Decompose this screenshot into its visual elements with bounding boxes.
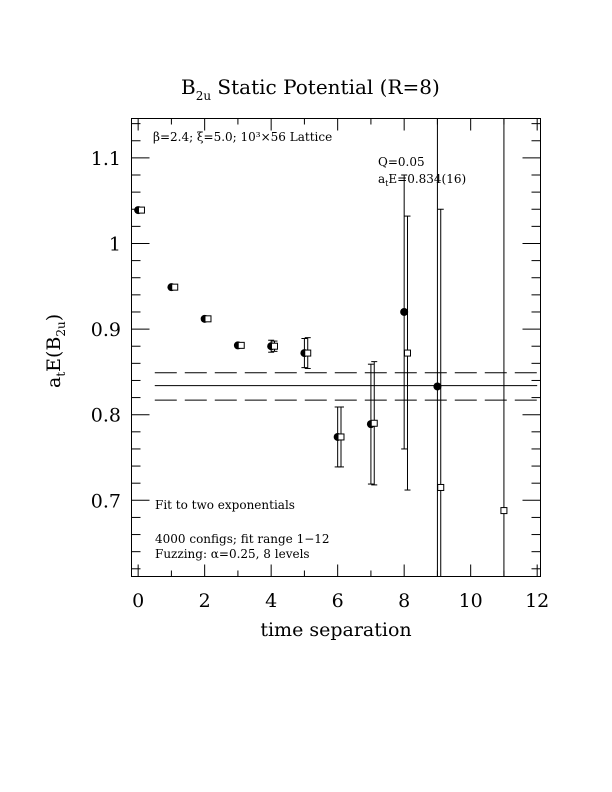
- x-tick-label: 4: [265, 590, 277, 612]
- data-point-square: [500, 507, 508, 515]
- plot-frame: [131, 118, 541, 577]
- x-tick-label: 12: [525, 590, 549, 612]
- data-point-square: [137, 206, 145, 214]
- y-tick-label: 0.7: [91, 490, 121, 512]
- configs-annotation: 4000 configs; fit range 1−12: [155, 532, 330, 546]
- title-subscript: 2u: [196, 89, 212, 103]
- y-axis-label: atE(B2u): [43, 314, 68, 388]
- ylabel-post: ): [43, 314, 65, 321]
- ylabel-pre: a: [43, 377, 65, 388]
- x-tick-label: 10: [459, 590, 483, 612]
- data-point-square: [304, 349, 312, 357]
- y-tick-label: 1: [109, 233, 121, 255]
- data-point-square: [237, 341, 245, 349]
- title-main: B: [181, 75, 196, 99]
- data-point-square: [370, 419, 378, 427]
- fit-lines: [154, 372, 538, 401]
- fuzzing-annotation: Fuzzing: α=0.25, 8 levels: [155, 547, 310, 561]
- y-tick-label: 1.1: [91, 148, 121, 170]
- data-point-circle: [400, 307, 409, 316]
- y-tick-label: 0.9: [91, 319, 121, 341]
- data-point-square: [171, 283, 179, 291]
- data-point-circle: [433, 382, 442, 391]
- ylabel-sub1: t: [54, 372, 68, 377]
- x-tick-label: 0: [132, 590, 144, 612]
- lattice-annotation: β=2.4; ξ=5.0; 10³×56 Lattice: [153, 130, 332, 144]
- x-tick-label: 8: [398, 590, 410, 612]
- energy-annotation: atE=0.834(16): [378, 172, 466, 188]
- energy-sub: t: [385, 179, 389, 188]
- fit-annotation: Fit to two exponentials: [155, 498, 295, 512]
- tick-labels: 0 2 4 6 8 10 12 0.7 0.8 0.9 1 1.1: [91, 148, 549, 612]
- y-tick-label: 0.8: [91, 405, 121, 427]
- title-rest: Static Potential (R=8): [211, 75, 440, 99]
- axis-ticks: [131, 118, 541, 577]
- data-point-square: [403, 349, 411, 357]
- q-annotation: Q=0.05: [378, 155, 425, 169]
- x-tick-label: 2: [199, 590, 211, 612]
- energy-pre: a: [378, 172, 385, 186]
- data-point-square: [204, 315, 212, 323]
- data-point-square: [337, 433, 345, 441]
- data-point-square: [437, 483, 445, 491]
- data-point-square: [270, 342, 278, 350]
- x-axis-label: time separation: [260, 619, 411, 641]
- chart-title: B2u Static Potential (R=8): [181, 75, 440, 103]
- ylabel-sub2: 2u: [54, 321, 68, 337]
- data-markers: [134, 206, 508, 515]
- x-tick-label: 6: [332, 590, 344, 612]
- ylabel-mid: E(B: [43, 337, 65, 372]
- energy-post: E=0.834(16): [388, 172, 466, 186]
